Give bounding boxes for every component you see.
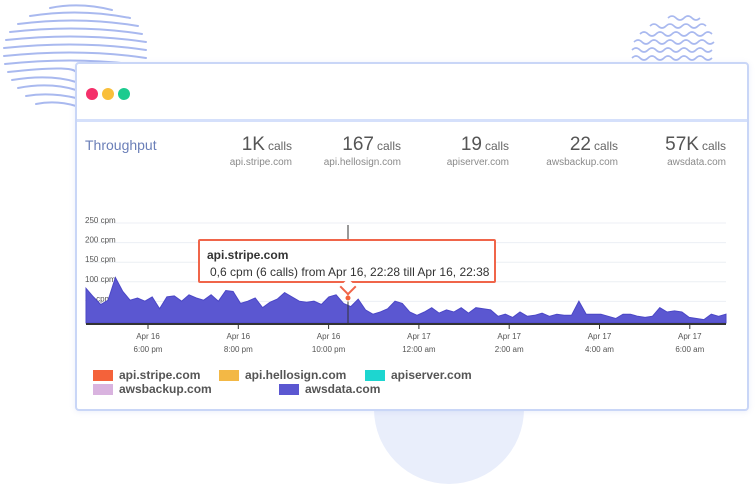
x-tick-time: 10:00 pm — [312, 345, 346, 354]
metric-unit: calls — [376, 139, 401, 153]
window-titlebar — [77, 64, 747, 122]
app-window — [75, 62, 749, 411]
metric-unit: calls — [484, 139, 509, 153]
y-tick-label: 100 cpm — [85, 275, 116, 284]
close-window-button[interactable] — [86, 88, 98, 100]
legend-swatch — [93, 383, 113, 395]
legend-label: awsdata.com — [305, 382, 381, 396]
legend-item-stripe[interactable]: api.stripe.com — [93, 368, 200, 382]
x-tick-date: Apr 17 — [588, 332, 612, 341]
metric-value: 1K — [241, 134, 265, 155]
legend-swatch — [219, 369, 239, 381]
x-tick-time: 6:00 am — [675, 345, 704, 354]
metric-host: api.hellosign.com — [323, 157, 401, 168]
metric-awsbackup: 22 calls awsbackup.com — [546, 134, 618, 168]
metric-unit: calls — [593, 139, 618, 153]
legend-label: api.hellosign.com — [245, 368, 347, 382]
metric-hellosign: 167 calls api.hellosign.com — [324, 134, 401, 168]
legend-item-awsbackup[interactable]: awsbackup.com — [93, 382, 212, 396]
x-tick-time: 8:00 pm — [224, 345, 253, 354]
hover-point — [344, 294, 352, 302]
y-tick-label: 150 cpm — [85, 255, 116, 264]
x-tick-time: 6:00 pm — [134, 345, 163, 354]
metric-unit: calls — [701, 139, 726, 153]
legend-item-awsdata[interactable]: awsdata.com — [279, 382, 380, 396]
metric-apiserver: 19 calls apiserver.com — [447, 134, 509, 168]
series-awsdata-area — [85, 276, 727, 324]
metric-value: 22 — [569, 134, 591, 155]
tooltip-detail: 0,6 cpm (6 calls) from Apr 16, 22:28 til… — [210, 265, 490, 279]
metric-awsdata: 57K calls awsdata.com — [665, 134, 726, 168]
x-tick-date: Apr 17 — [407, 332, 431, 341]
tooltip-title: api.stripe.com — [207, 248, 289, 262]
legend-item-hellosign[interactable]: api.hellosign.com — [219, 368, 346, 382]
metric-host: apiserver.com — [446, 157, 509, 168]
metric-unit: calls — [267, 139, 292, 153]
x-tick-time: 4:00 am — [585, 345, 614, 354]
legend-swatch — [279, 383, 299, 395]
section-title: Throughput — [85, 137, 157, 153]
metric-host: api.stripe.com — [229, 157, 292, 168]
metric-value: 167 — [342, 134, 374, 155]
maximize-window-button[interactable] — [118, 88, 130, 100]
legend-label: apiserver.com — [391, 368, 472, 382]
decor-scribble-left — [3, 4, 147, 107]
x-tick-date: Apr 17 — [497, 332, 521, 341]
y-tick-label: 250 cpm — [85, 216, 116, 225]
minimize-window-button[interactable] — [102, 88, 114, 100]
x-tick-time: 2:00 am — [495, 345, 524, 354]
decor-waves-right — [631, 15, 715, 61]
legend-swatch — [365, 369, 385, 381]
metric-stripe: 1K calls api.stripe.com — [230, 134, 292, 168]
legend-swatch — [93, 369, 113, 381]
metric-host: awsdata.com — [667, 157, 726, 168]
legend-label: api.stripe.com — [119, 368, 201, 382]
x-tick-date: Apr 16 — [227, 332, 251, 341]
legend-label: awsbackup.com — [119, 382, 212, 396]
metric-host: awsbackup.com — [546, 157, 618, 168]
metric-value: 57K — [665, 134, 699, 155]
chart-tooltip: api.stripe.com 0,6 cpm (6 calls) from Ap… — [198, 239, 496, 283]
x-tick-date: Apr 16 — [317, 332, 341, 341]
x-tick-date: Apr 17 — [678, 332, 702, 341]
legend-item-apiserver[interactable]: apiserver.com — [365, 368, 472, 382]
y-tick-label: 200 cpm — [85, 236, 116, 245]
y-tick-label: 50 cpm — [85, 294, 112, 303]
x-tick-time: 12:00 am — [402, 345, 436, 354]
metric-value: 19 — [460, 134, 482, 155]
x-tick-date: Apr 16 — [136, 332, 160, 341]
